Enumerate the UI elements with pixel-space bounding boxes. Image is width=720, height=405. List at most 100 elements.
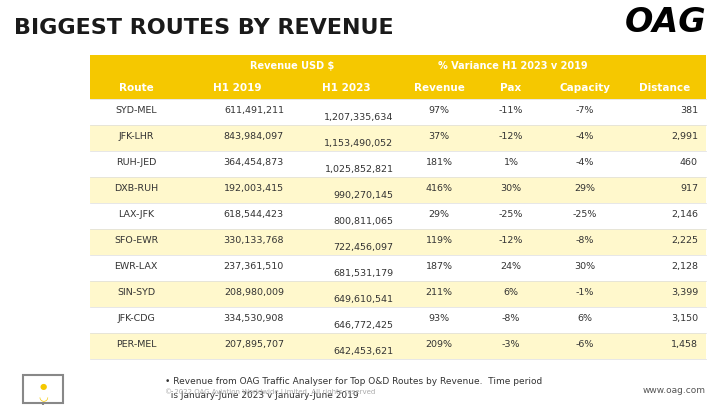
Text: Capacity: Capacity: [559, 83, 610, 93]
Text: 30%: 30%: [500, 184, 521, 193]
Bar: [90, 125, 706, 151]
Text: 30%: 30%: [574, 262, 595, 271]
Bar: [90, 307, 706, 333]
Text: Revenue: Revenue: [413, 83, 464, 93]
Text: OAG: OAG: [624, 6, 706, 38]
Text: 97%: 97%: [428, 106, 449, 115]
Text: 119%: 119%: [426, 236, 453, 245]
Text: 181%: 181%: [426, 158, 453, 167]
Bar: [90, 77, 706, 99]
Bar: [90, 333, 706, 359]
Text: 93%: 93%: [428, 314, 449, 323]
Text: -25%: -25%: [572, 210, 597, 219]
Text: 642,453,621: 642,453,621: [333, 347, 393, 356]
Text: ◡: ◡: [38, 392, 48, 402]
Text: 649,610,541: 649,610,541: [333, 295, 393, 304]
Text: 3,150: 3,150: [671, 314, 698, 323]
Text: 237,361,510: 237,361,510: [224, 262, 284, 271]
Text: 24%: 24%: [500, 262, 521, 271]
Text: 37%: 37%: [428, 132, 449, 141]
Text: is January-June 2023 v January-June 2019: is January-June 2023 v January-June 2019: [165, 391, 359, 400]
Text: Revenue USD $: Revenue USD $: [250, 61, 334, 71]
Text: 1,458: 1,458: [671, 340, 698, 349]
Text: SFO-EWR: SFO-EWR: [114, 236, 158, 245]
Text: www.oag.com: www.oag.com: [643, 386, 706, 395]
Text: 29%: 29%: [428, 210, 449, 219]
Text: Route: Route: [119, 83, 153, 93]
Text: 990,270,145: 990,270,145: [333, 191, 393, 200]
Text: 1,025,852,821: 1,025,852,821: [325, 165, 393, 174]
Text: 618,544,423: 618,544,423: [224, 210, 284, 219]
Text: 2,146: 2,146: [671, 210, 698, 219]
Text: 208,980,009: 208,980,009: [224, 288, 284, 297]
Text: -12%: -12%: [499, 132, 523, 141]
Text: 211%: 211%: [426, 288, 453, 297]
Text: 2,128: 2,128: [671, 262, 698, 271]
Text: 364,454,873: 364,454,873: [224, 158, 284, 167]
Bar: [90, 151, 706, 177]
Text: -4%: -4%: [575, 132, 594, 141]
Text: 722,456,097: 722,456,097: [333, 243, 393, 252]
Text: 800,811,065: 800,811,065: [333, 217, 393, 226]
Text: 1,207,335,634: 1,207,335,634: [324, 113, 393, 122]
Text: SYD-MEL: SYD-MEL: [115, 106, 157, 115]
Text: DXB-RUH: DXB-RUH: [114, 184, 158, 193]
Text: 334,530,908: 334,530,908: [223, 314, 284, 323]
Bar: [90, 255, 706, 281]
Text: % Variance H1 2023 v 2019: % Variance H1 2023 v 2019: [438, 61, 588, 71]
Text: 2,991: 2,991: [671, 132, 698, 141]
Text: © 2022 OAG Aviation Worldwide Limited. All rights reserved: © 2022 OAG Aviation Worldwide Limited. A…: [165, 388, 375, 395]
Text: 1%: 1%: [503, 158, 518, 167]
Text: 1,153,490,052: 1,153,490,052: [324, 139, 393, 148]
Text: BIGGEST ROUTES BY REVENUE: BIGGEST ROUTES BY REVENUE: [14, 18, 394, 38]
Text: 2,225: 2,225: [671, 236, 698, 245]
Text: Pax: Pax: [500, 83, 521, 93]
Text: 209%: 209%: [426, 340, 453, 349]
Text: 460: 460: [680, 158, 698, 167]
Bar: [90, 177, 706, 203]
Text: 646,772,425: 646,772,425: [333, 321, 393, 330]
Text: -3%: -3%: [502, 340, 520, 349]
Text: 843,984,097: 843,984,097: [224, 132, 284, 141]
Text: 29%: 29%: [574, 184, 595, 193]
Text: -7%: -7%: [575, 106, 594, 115]
Text: -11%: -11%: [499, 106, 523, 115]
Text: 192,003,415: 192,003,415: [224, 184, 284, 193]
Text: H1 2019: H1 2019: [213, 83, 261, 93]
Text: Distance: Distance: [639, 83, 690, 93]
Bar: [90, 99, 706, 125]
Text: JFK-CDG: JFK-CDG: [117, 314, 155, 323]
Text: 187%: 187%: [426, 262, 453, 271]
Text: EWR-LAX: EWR-LAX: [114, 262, 158, 271]
Bar: [90, 55, 706, 77]
Text: RUH-JED: RUH-JED: [116, 158, 156, 167]
Text: -25%: -25%: [499, 210, 523, 219]
Text: PER-MEL: PER-MEL: [116, 340, 156, 349]
Text: 381: 381: [680, 106, 698, 115]
Text: -8%: -8%: [502, 314, 520, 323]
Text: -1%: -1%: [575, 288, 594, 297]
Text: 6%: 6%: [503, 288, 518, 297]
Text: SIN-SYD: SIN-SYD: [117, 288, 156, 297]
Text: 330,133,768: 330,133,768: [223, 236, 284, 245]
Text: 207,895,707: 207,895,707: [224, 340, 284, 349]
Bar: [90, 281, 706, 307]
Text: 681,531,179: 681,531,179: [333, 269, 393, 278]
Bar: [23, 375, 63, 403]
Text: 611,491,211: 611,491,211: [224, 106, 284, 115]
Text: -8%: -8%: [575, 236, 594, 245]
Text: LAX-JFK: LAX-JFK: [118, 210, 154, 219]
Bar: [90, 203, 706, 229]
Text: • Revenue from OAG Traffic Analyser for Top O&D Routes by Revenue.  Time period: • Revenue from OAG Traffic Analyser for …: [165, 377, 542, 386]
Text: 917: 917: [680, 184, 698, 193]
Text: 6%: 6%: [577, 314, 592, 323]
Text: -4%: -4%: [575, 158, 594, 167]
Text: 416%: 416%: [426, 184, 453, 193]
Bar: [90, 229, 706, 255]
Text: -6%: -6%: [575, 340, 594, 349]
Text: 3,399: 3,399: [671, 288, 698, 297]
Text: JFK-LHR: JFK-LHR: [119, 132, 154, 141]
Text: ●: ●: [40, 382, 47, 392]
Text: H1 2023: H1 2023: [323, 83, 371, 93]
Text: -12%: -12%: [499, 236, 523, 245]
